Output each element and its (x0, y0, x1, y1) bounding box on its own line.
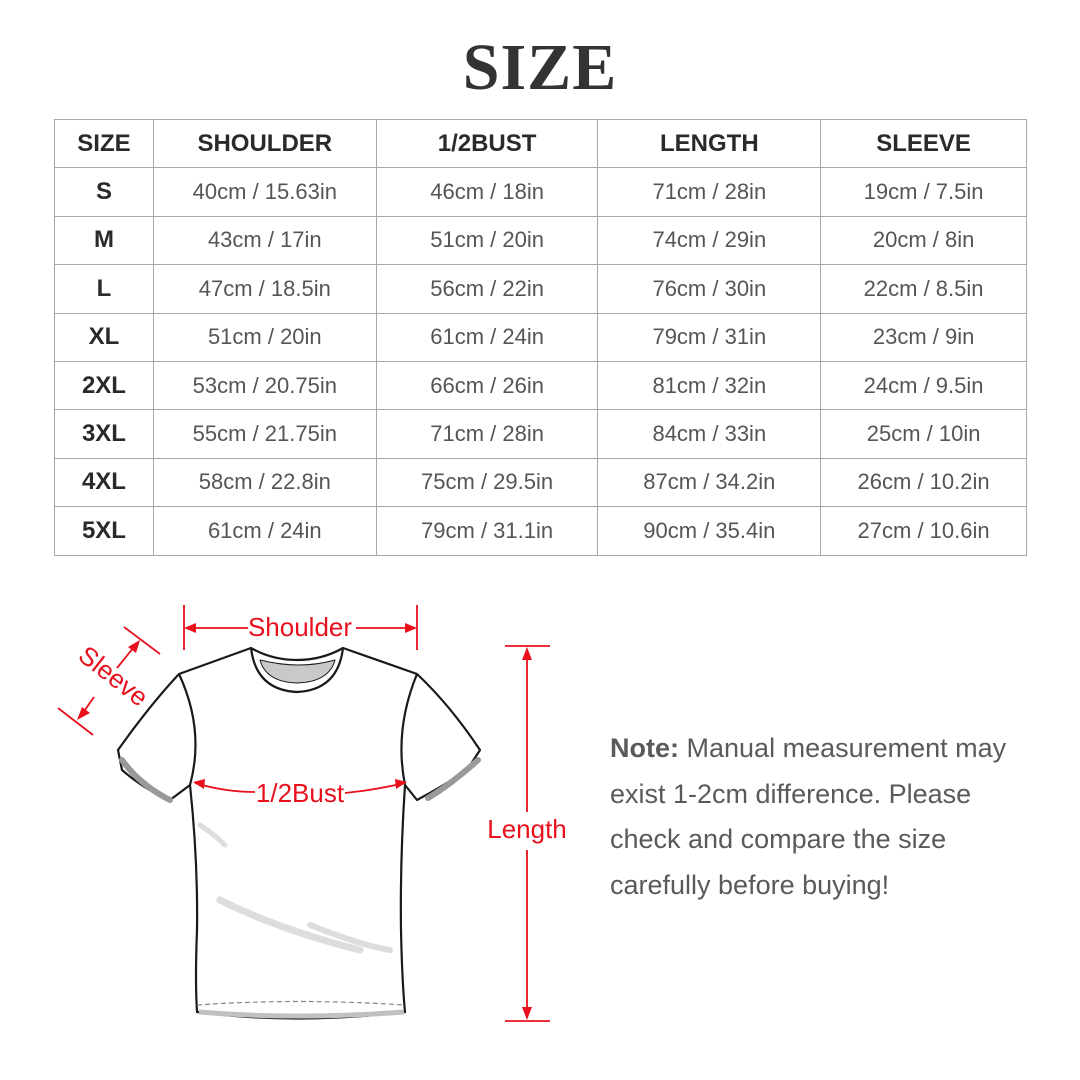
column-header: LENGTH (597, 118, 822, 169)
measurement-cell: 27cm / 10.6in (820, 506, 1027, 556)
size-cell: L (54, 264, 154, 314)
table-row: 3XL 55cm / 21.75in 71cm / 28in 84cm / 33in 2… (54, 409, 1027, 459)
size-table: SIZE SHOULDER 1/2BUST LENGTH SLEEVE S 40cm / … (54, 118, 1027, 556)
page-title: SIZE (462, 31, 618, 104)
bust-label: 1/2Bust (256, 778, 345, 808)
measurement-note: Note: Manual measurement may exist 1-2cm… (610, 726, 1040, 908)
measurement-cell: 40cm / 15.63in (152, 167, 377, 217)
note-label: Note: (610, 733, 679, 763)
measurement-cell: 71cm / 28in (597, 167, 822, 217)
measurement-cell: 71cm / 28in (375, 409, 599, 459)
measurement-cell: 47cm / 18.5in (152, 264, 377, 314)
size-cell: S (54, 167, 154, 217)
tshirt-illustration (116, 646, 482, 1020)
table-row: M 43cm / 17in 51cm / 20in 74cm / 29in 20cm /… (54, 215, 1027, 266)
measurement-cell: 74cm / 29in (597, 215, 822, 266)
measurement-cell: 20cm / 8in (820, 215, 1027, 266)
size-cell: 3XL (54, 409, 154, 459)
measurement-cell: 22cm / 8.5in (820, 264, 1027, 314)
measurement-cell: 43cm / 17in (152, 215, 377, 266)
size-cell: 5XL (54, 506, 154, 556)
table-header-row: SIZE SHOULDER 1/2BUST LENGTH SLEEVE (54, 118, 1027, 169)
measurement-cell: 53cm / 20.75in (152, 360, 377, 411)
measurement-cell: 23cm / 9in (820, 312, 1027, 362)
table-row: S 40cm / 15.63in 46cm / 18in 71cm / 28in 19c… (54, 167, 1027, 217)
column-header: 1/2BUST (375, 118, 599, 169)
size-cell: M (54, 215, 154, 266)
measurement-cell: 84cm / 33in (597, 409, 822, 459)
column-header: SHOULDER (152, 118, 377, 169)
measurement-cell: 75cm / 29.5in (375, 457, 599, 508)
measurement-cell: 51cm / 20in (375, 215, 599, 266)
measurement-cell: 61cm / 24in (375, 312, 599, 362)
measurement-cell: 25cm / 10in (820, 409, 1027, 459)
length-label: Length (487, 814, 567, 844)
column-header: SLEEVE (820, 118, 1027, 169)
table-row: 5XL 61cm / 24in 79cm / 31.1in 90cm / 35.4in… (54, 506, 1027, 556)
table-row: 4XL 58cm / 22.8in 75cm / 29.5in 87cm / 34.2… (54, 457, 1027, 508)
table-row: XL 51cm / 20in 61cm / 24in 79cm / 31in 23cm … (54, 312, 1027, 362)
measurement-cell: 24cm / 9.5in (820, 360, 1027, 411)
measurement-cell: 51cm / 20in (152, 312, 377, 362)
measurement-cell: 58cm / 22.8in (152, 457, 377, 508)
measurement-cell: 56cm / 22in (375, 264, 599, 314)
measurement-arrows (57, 605, 550, 1022)
measurement-cell: 46cm / 18in (375, 167, 599, 217)
measurement-cell: 19cm / 7.5in (820, 167, 1027, 217)
measurement-cell: 79cm / 31.1in (375, 506, 599, 556)
measurement-cell: 26cm / 10.2in (820, 457, 1027, 508)
sleeve-label: Sleeve (73, 640, 154, 713)
shoulder-label: Shoulder (248, 612, 352, 642)
measurement-cell: 90cm / 35.4in (597, 506, 822, 556)
size-cell: XL (54, 312, 154, 362)
measurement-cell: 87cm / 34.2in (597, 457, 822, 508)
size-cell: 2XL (54, 360, 154, 411)
column-header: SIZE (54, 118, 154, 169)
note-text: Manual measurement may exist 1-2cm diffe… (610, 733, 1007, 900)
table-row: 2XL 53cm / 20.75in 66cm / 26in 81cm / 32in 2… (54, 360, 1027, 411)
table-row: L 47cm / 18.5in 56cm / 22in 76cm / 30in 22cm… (54, 264, 1027, 314)
measurement-cell: 61cm / 24in (152, 506, 377, 556)
